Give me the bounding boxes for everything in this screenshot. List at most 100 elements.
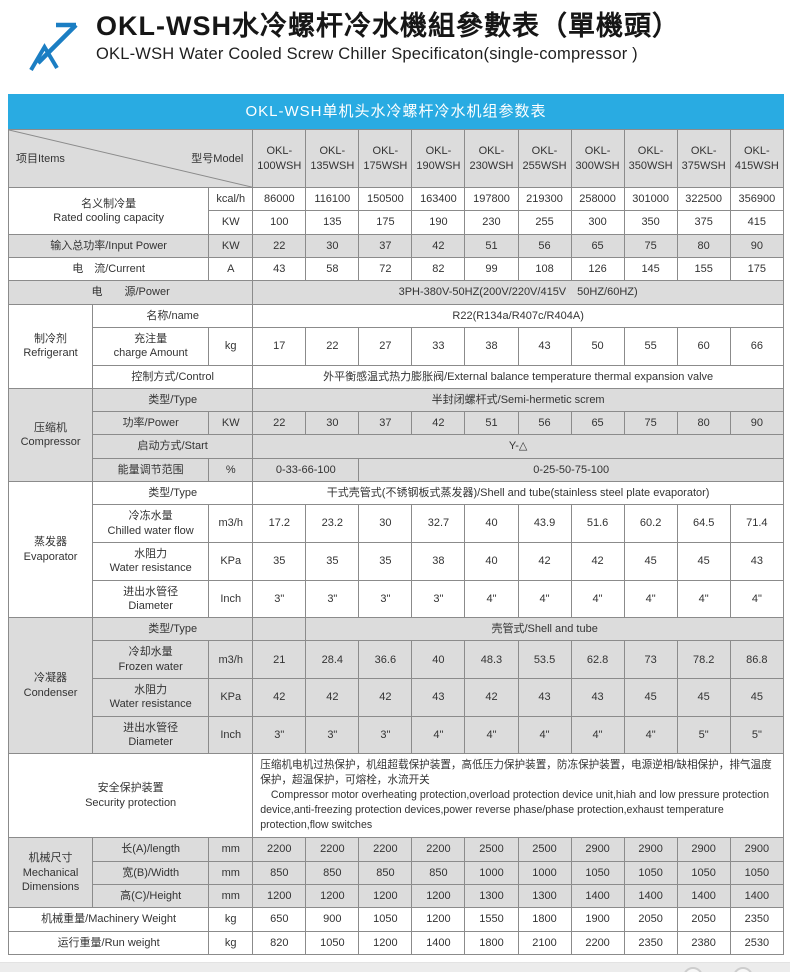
row-label: 类型/Type [92,617,254,642]
value-cell: 2100 [517,930,572,955]
value-cell: 850 [411,860,466,885]
value-cell: 850 [305,860,360,885]
value-cell: 1200 [411,907,466,932]
value-cell: 2350 [729,907,785,932]
footer-button-icon[interactable] [733,967,753,972]
value-cell: 38 [464,326,519,366]
table-row: 进出水管径 Diameter Inch 3" 3" 3" 3" 4" 4" 4" 4" 4" 4" [9,579,785,619]
table-row: 能量调节范围% 0-33-66-100 0-25-50-75-100 [9,457,784,483]
row-label: 进出水管径 Diameter [92,715,210,755]
value-cell: 197800 [464,187,519,212]
row-label: 能量调节范围 [92,457,210,483]
value-cell: 75 [623,411,678,436]
table-row: 高(C)/Height mm 1200 1200 1200 1200 1300 1300 140… [9,883,785,909]
value-cell: 90 [729,233,785,259]
value-cell: 17 [252,326,307,366]
value-cell: 2380 [676,930,731,955]
table-row: 冷却水量 Frozen water m3/h 21 28.4 36.6 40 48.3 53.… [9,640,785,680]
value-cell: 33 [411,326,466,366]
value-cell: 2900 [676,837,731,862]
value-cell: 145 [623,257,678,282]
value-cell: 2900 [623,837,678,862]
value-cell: 1200 [252,883,307,909]
unit-cell: Inch [208,715,254,755]
title-block: OKL-WSH水冷螺杆冷水機組參數表（單機頭） OKL-WSH Water Co… [96,10,680,64]
table-row: 启动方式/Start Y-△ [9,434,784,459]
value-cell: 150500 [358,187,413,212]
unit-cell: A [208,257,254,282]
value-cell: 850 [252,860,307,885]
section-label: 制冷剂 Refrigerant [7,303,94,389]
table-title: OKL-WSH单机头水冷螺杆冷水机组参数表 [8,94,784,130]
value-cell: 155 [676,257,731,282]
table-row: 进出水管径 Diameter Inch 3" 3" 3" 4" 4" 4" 4" 4" 5" 5" [9,715,785,755]
value-cell: 4" [676,579,731,619]
arrow-up-right-logo-icon [29,22,78,72]
value-cell: 43.9 [517,504,572,543]
value-cell: 175 [729,257,785,282]
row-label: 安全保护装置 Security protection [7,753,254,839]
value-cell: 2050 [623,907,678,932]
row-label: 类型/Type [92,481,254,506]
value-cell: 4" [411,715,466,755]
unit-cell: kg [208,930,254,955]
value-cell: 42 [411,233,466,259]
row-label: 启动方式/Start [92,434,254,459]
model-header-cell: OKL- 350WSH [623,128,678,189]
model-header-cell: OKL- 375WSH [676,128,731,189]
value-cell: 1050 [623,860,678,885]
value-cell: 0-25-50-75-100 [358,457,784,483]
value-cell: 5" [729,715,785,755]
value-cell: 35 [252,541,307,581]
value-cell: 4" [570,715,625,755]
table-row: 压缩机 Compressor 类型/Type 半封闭螺杆式/Semi-hermeti… [7,387,784,483]
value-cell: 415 [729,210,785,235]
value-cell: 4" [517,715,572,755]
page-subtitle: OKL-WSH Water Cooled Screw Chiller Speci… [96,45,638,64]
value-cell: 2900 [570,837,625,862]
items-header-label: 项目Items [16,152,65,165]
value-cell: 108 [517,257,572,282]
value-cell: 86.8 [729,640,785,680]
value-cell: 300 [570,210,625,235]
value-cell: 外平衡感温式热力膨胀阀/External balance temperature… [252,364,784,389]
value-cell: 53.5 [517,640,572,680]
value-cell: 1050 [729,860,785,885]
value-cell: 2200 [358,837,413,862]
value-cell: 2050 [676,907,731,932]
value-cell: 40 [464,541,519,581]
value-cell: 80 [676,411,731,436]
table-row: 输入总功率/Input Power KW 22 30 37 42 51 56 65 75 80 90 [7,233,785,259]
value-cell: 23.2 [305,504,360,543]
unit-cell: KW [208,411,254,436]
value-cell: 45 [623,541,678,581]
value-cell: 75 [623,233,678,259]
value-cell: 45 [729,678,785,717]
value-cell: 1900 [570,907,625,932]
footer-button-icon[interactable] [683,967,703,972]
value-cell: 42 [252,678,307,717]
value-cell: 175 [358,210,413,235]
value-cell: 32.7 [411,504,466,543]
value-cell: 4" [464,715,519,755]
value-cell: 230 [464,210,519,235]
value-cell: 2200 [570,930,625,955]
value-cell: 1300 [517,883,572,909]
value-cell: 1200 [411,883,466,909]
row-label: 运行重量/Run weight [7,930,210,955]
value-cell: 73 [623,640,678,680]
value-cell: 17.2 [252,504,307,543]
model-header-cell: OKL- 300WSH [570,128,625,189]
value-cell: 4" [517,579,572,619]
value-cell: 3" [411,579,466,619]
model-header-cell: OKL- 255WSH [517,128,572,189]
value-cell: 45 [623,678,678,717]
value-cell: 163400 [411,187,466,212]
section-label: 机械尺寸 Mechanical Dimensions [7,837,94,909]
value-cell: 42 [358,678,413,717]
value-cell: 219300 [517,187,572,212]
value-cell: 2500 [517,837,572,862]
model-header-label: 型号Model [191,152,244,165]
value-cell: 850 [358,860,413,885]
value-cell: 3" [358,579,413,619]
